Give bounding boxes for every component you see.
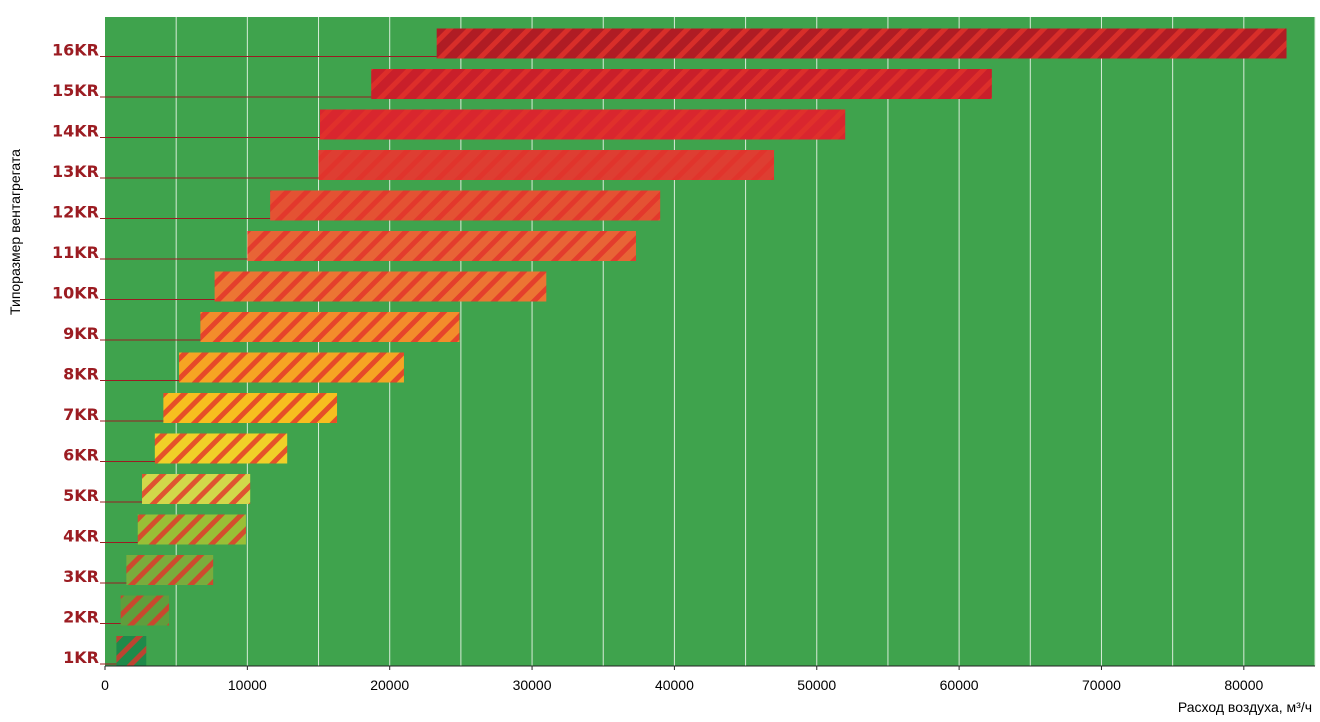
category-label: 9KR bbox=[63, 324, 99, 343]
y-axis-title: Типоразмер вентагрегата bbox=[7, 149, 23, 315]
x-axis-ticks: 0 10000 20000 30000 40000 50000 60000 70000 8000… bbox=[101, 666, 1263, 693]
bar-16KR bbox=[436, 28, 1287, 59]
x-axis-title: Расход воздуха, м³/ч bbox=[1178, 699, 1312, 715]
bar-1KR bbox=[116, 636, 147, 666]
category-label: 5KR bbox=[63, 486, 99, 505]
bar-2KR bbox=[120, 595, 170, 626]
category-label: 4KR bbox=[63, 527, 99, 546]
x-tick-label: 40000 bbox=[655, 677, 694, 693]
bars bbox=[116, 28, 1287, 666]
category-label: 11KR bbox=[52, 243, 99, 262]
category-label: 1KR bbox=[63, 648, 99, 667]
category-leader-lines bbox=[100, 56, 437, 665]
category-label: 13KR bbox=[52, 162, 99, 181]
category-labels: 1KR 2KR 3KR 4KR 5KR 6KR 7KR 8KR 9KR 10KR 11KR 12KR 1… bbox=[52, 41, 99, 668]
bar-4KR bbox=[137, 514, 246, 545]
x-tick-label: 50000 bbox=[797, 677, 836, 693]
bar-11KR bbox=[247, 231, 636, 261]
category-label: 12KR bbox=[52, 203, 99, 222]
category-label: 16KR bbox=[52, 41, 99, 60]
x-tick-label: 80000 bbox=[1224, 677, 1263, 693]
category-label: 8KR bbox=[63, 365, 99, 384]
category-label: 7KR bbox=[63, 405, 99, 424]
x-tick-label: 60000 bbox=[940, 677, 979, 693]
x-tick-label: 70000 bbox=[1082, 677, 1121, 693]
bar-14KR bbox=[319, 109, 846, 140]
category-label: 15KR bbox=[52, 81, 99, 100]
bar-6KR bbox=[154, 433, 288, 464]
bar-9KR bbox=[200, 312, 460, 342]
x-tick-label: 30000 bbox=[513, 677, 552, 693]
bar-3KR bbox=[126, 555, 214, 585]
category-label: 2KR bbox=[63, 608, 99, 627]
bar-10KR bbox=[214, 271, 547, 302]
bar-8KR bbox=[179, 352, 404, 383]
bar-5KR bbox=[142, 474, 251, 504]
category-label: 10KR bbox=[52, 284, 99, 303]
bar-13KR bbox=[318, 150, 775, 180]
category-label: 14KR bbox=[52, 122, 99, 141]
category-label: 6KR bbox=[63, 446, 99, 465]
bar-7KR bbox=[163, 393, 338, 423]
bar-15KR bbox=[371, 69, 992, 99]
x-tick-label: 0 bbox=[101, 677, 109, 693]
bar-12KR bbox=[270, 190, 661, 221]
category-label: 3KR bbox=[63, 567, 99, 586]
x-tick-label: 20000 bbox=[370, 677, 409, 693]
x-tick-label: 10000 bbox=[228, 677, 267, 693]
